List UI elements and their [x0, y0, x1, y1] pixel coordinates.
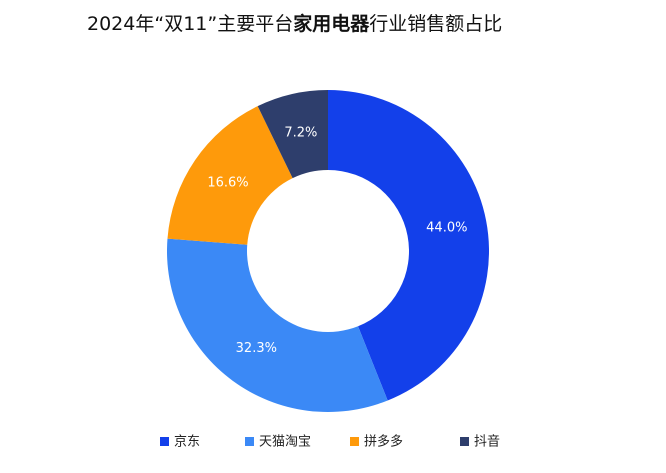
- data-label: 44.0%: [426, 221, 467, 236]
- title-part: 行业销售额占比: [369, 13, 502, 35]
- title-part: 2024年“双11”主要平台: [87, 13, 293, 35]
- legend-label: 抖音: [474, 434, 500, 450]
- title-part: 家用电器: [293, 12, 370, 35]
- chart-title: 2024年“双11”主要平台家用电器行业销售额占比: [87, 12, 502, 35]
- legend-swatch: [245, 437, 254, 446]
- legend-swatch: [350, 437, 359, 446]
- slice: [328, 90, 489, 401]
- legend-swatch: [460, 437, 469, 446]
- legend-swatch: [160, 437, 169, 446]
- slice: [257, 90, 328, 179]
- legend-label: 京东: [174, 435, 200, 450]
- data-label: 32.3%: [236, 341, 277, 356]
- slice: [167, 106, 293, 245]
- data-label: 16.6%: [207, 175, 248, 190]
- data-label: 7.2%: [284, 126, 317, 141]
- slice: [167, 238, 388, 412]
- legend-label: 天猫淘宝: [259, 435, 311, 450]
- legend-label: 拼多多: [364, 434, 403, 450]
